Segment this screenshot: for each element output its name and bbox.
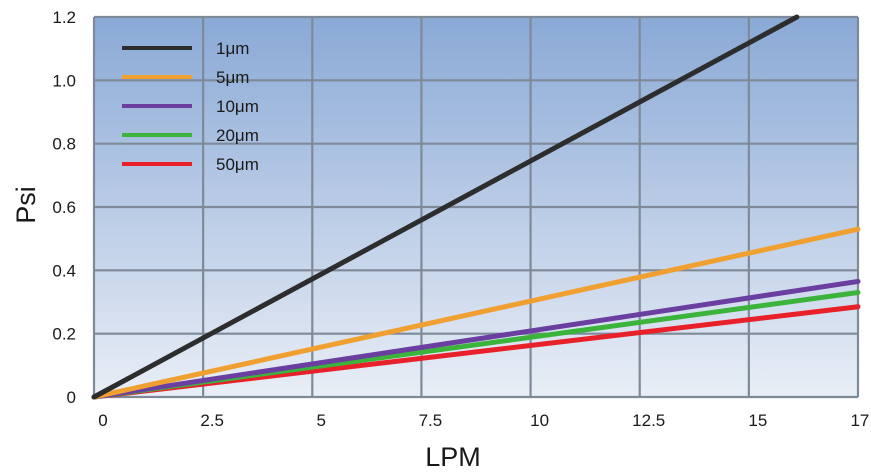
- series-line-10μm: [91, 278, 861, 400]
- series-line-5μm: [91, 226, 861, 400]
- series-lines: [91, 14, 861, 400]
- y-axis-title: Psi: [11, 186, 41, 224]
- x-tick-label: 5: [317, 411, 326, 430]
- legend: 1μm 5μm 10μm 20μm 50μm: [122, 39, 259, 174]
- y-tick-label: 1.0: [52, 71, 76, 90]
- y-tick-label: 1.2: [52, 8, 76, 27]
- y-tick-label: 0.8: [52, 135, 76, 154]
- x-tick-label: 15: [748, 411, 767, 430]
- x-tick-label: 0: [98, 411, 107, 430]
- y-tick-label: 0.6: [52, 198, 76, 217]
- x-tick-label: 17.5: [850, 411, 871, 430]
- x-tick-label: 10: [530, 411, 549, 430]
- series-line-1μm: [91, 14, 800, 400]
- legend-label: 5μm: [216, 68, 249, 87]
- y-tick-label: 0.2: [52, 325, 76, 344]
- x-tick-label: 12.5: [632, 411, 665, 430]
- x-axis-title: LPM: [425, 442, 481, 472]
- legend-label: 1μm: [216, 39, 249, 58]
- x-axis-ticks: 0 2.5 5 7.5 10 12.5 15 17.5: [98, 411, 871, 430]
- y-axis-ticks: 0 0.2 0.4 0.6 0.8 1.0 1.2: [52, 8, 76, 407]
- x-tick-label: 7.5: [419, 411, 443, 430]
- legend-label: 50μm: [216, 155, 259, 174]
- grid-lines: [92, 15, 860, 399]
- y-tick-label: 0: [67, 388, 76, 407]
- x-tick-label: 2.5: [200, 411, 224, 430]
- y-tick-label: 0.4: [52, 261, 76, 280]
- legend-label: 20μm: [216, 126, 259, 145]
- legend-label: 10μm: [216, 97, 259, 116]
